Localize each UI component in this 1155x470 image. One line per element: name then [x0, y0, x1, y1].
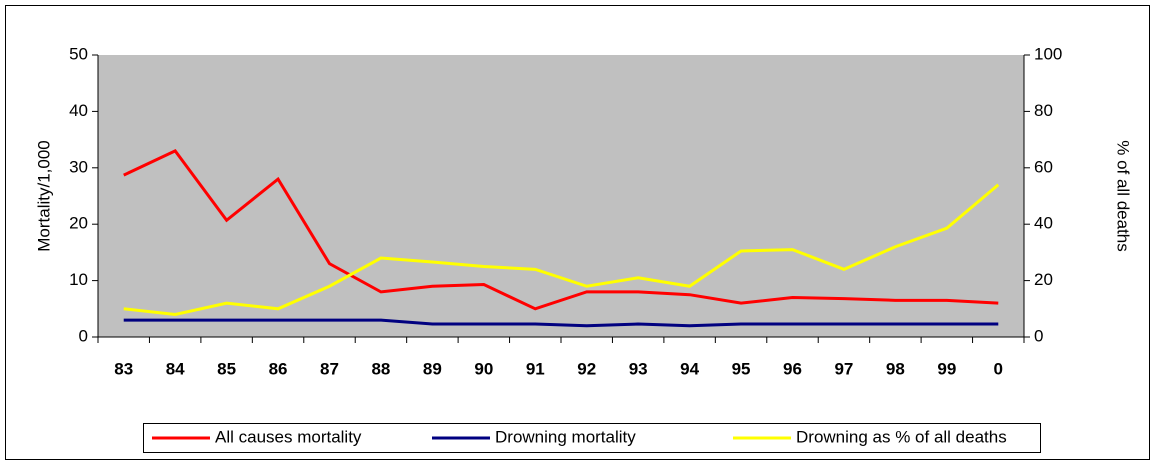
y2-tick-label: 80: [1034, 101, 1053, 120]
legend-label: All causes mortality: [215, 427, 362, 446]
y-tick-label: 50: [69, 44, 88, 63]
x-tick-label: 97: [834, 359, 853, 378]
x-tick-label: 91: [526, 359, 545, 378]
y2-axis-label: % of all deaths: [1114, 140, 1133, 252]
x-tick-label: 87: [320, 359, 339, 378]
series-line: [123, 318, 999, 328]
x-tick-label: 93: [629, 359, 648, 378]
x-tick-label: 83: [114, 359, 133, 378]
legend-label: Drowning mortality: [495, 427, 636, 446]
x-tick-label: 99: [937, 359, 956, 378]
x-tick-label: 88: [371, 359, 390, 378]
x-tick-label: 0: [994, 359, 1003, 378]
y-tick-label: 30: [69, 157, 88, 176]
x-tick-label: 98: [886, 359, 905, 378]
x-tick-label: 89: [423, 359, 442, 378]
y2-tick-label: 20: [1034, 270, 1053, 289]
x-tick-label: 96: [783, 359, 802, 378]
y-tick-label: 10: [69, 270, 88, 289]
x-tick-label: 86: [269, 359, 288, 378]
x-tick-label: 85: [217, 359, 236, 378]
y2-tick-label: 100: [1034, 44, 1062, 63]
y2-tick-label: 40: [1034, 214, 1053, 233]
y-tick-label: 0: [79, 326, 88, 345]
legend-label: Drowning as % of all deaths: [796, 427, 1007, 446]
x-tick-label: 84: [166, 359, 185, 378]
legend: [143, 423, 1041, 453]
plot-area: [98, 55, 1024, 337]
series-line: [123, 183, 1000, 316]
y-tick-label: 40: [69, 101, 88, 120]
series-line: [123, 148, 999, 311]
y-axis-label: Mortality/1,000: [34, 140, 53, 252]
x-tick-label: 94: [680, 359, 699, 378]
x-tick-label: 95: [732, 359, 751, 378]
y2-tick-label: 0: [1034, 326, 1043, 345]
y-tick-label: 20: [69, 214, 88, 233]
y2-tick-label: 60: [1034, 157, 1053, 176]
x-tick-label: 90: [474, 359, 493, 378]
x-tick-label: 92: [577, 359, 596, 378]
